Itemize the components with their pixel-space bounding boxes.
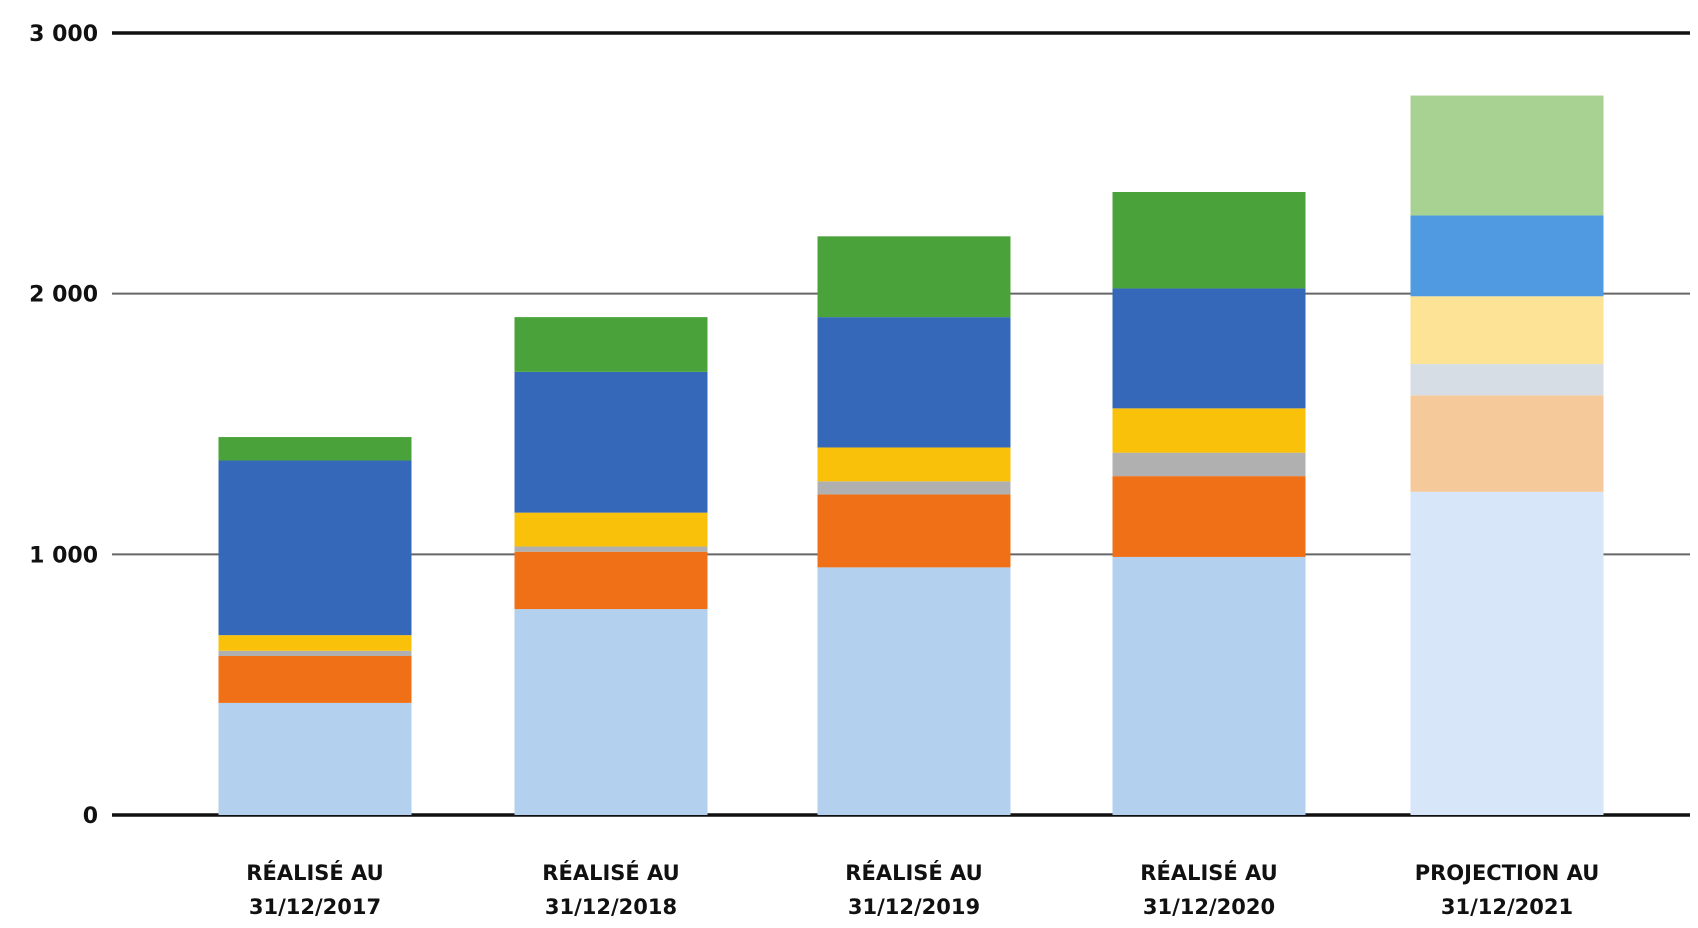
bar-segment <box>1112 452 1306 477</box>
bar-segment <box>817 481 1011 495</box>
x-tick-label: 31/12/2019 <box>848 895 980 919</box>
x-tick-label: RÉALISÉ AU <box>845 860 982 885</box>
bar-segment <box>817 317 1011 448</box>
bar-segment <box>1112 408 1306 453</box>
bar-segment <box>817 447 1011 482</box>
bar-segment <box>218 460 412 636</box>
x-tick-label: 31/12/2021 <box>1441 895 1573 919</box>
bar-segment <box>1410 491 1604 815</box>
x-axis-tick-labels: RÉALISÉ AU 31/12/2017 RÉALISÉ AU 31/12/2018… <box>246 860 1599 919</box>
bar-segment <box>514 512 708 547</box>
y-tick-label: 2 000 <box>29 283 98 308</box>
bar-segment <box>1112 192 1306 289</box>
bar-segment <box>817 236 1011 318</box>
bar-segment <box>817 567 1011 815</box>
bar-segment <box>1410 215 1604 297</box>
bar-segment <box>1112 476 1306 557</box>
bar-segment <box>218 635 412 651</box>
bar-segment <box>218 650 412 656</box>
bar-segment <box>514 546 708 552</box>
bar-segment <box>817 494 1011 568</box>
bar-segment <box>218 702 412 815</box>
x-tick-label: PROJECTION AU <box>1415 861 1600 885</box>
x-tick-label: 31/12/2017 <box>249 895 381 919</box>
bar-segment <box>218 655 412 703</box>
y-axis-tick-labels: 0 1 000 2 000 3 000 <box>29 22 98 829</box>
x-tick-label: 31/12/2018 <box>545 895 677 919</box>
y-tick-label: 1 000 <box>29 543 98 568</box>
bar-segment <box>1410 395 1604 492</box>
x-tick-label: RÉALISÉ AU <box>1140 860 1277 885</box>
bar-segment <box>514 609 708 815</box>
bar-segment <box>514 551 708 610</box>
bar-segment <box>514 317 708 372</box>
bar-segment <box>1410 296 1604 365</box>
bar-segments <box>218 95 1604 815</box>
bar-segment <box>514 371 708 513</box>
bar-segment <box>1410 95 1604 216</box>
bar-segment <box>218 437 412 461</box>
bar-segment <box>1410 364 1604 396</box>
y-tick-label: 0 <box>83 804 98 829</box>
x-tick-label: 31/12/2020 <box>1143 895 1275 919</box>
x-tick-label: RÉALISÉ AU <box>246 860 383 885</box>
y-tick-label: 3 000 <box>29 22 98 47</box>
x-tick-label: RÉALISÉ AU <box>542 860 679 885</box>
bar-segment <box>1112 556 1306 815</box>
bar-segment <box>1112 288 1306 409</box>
